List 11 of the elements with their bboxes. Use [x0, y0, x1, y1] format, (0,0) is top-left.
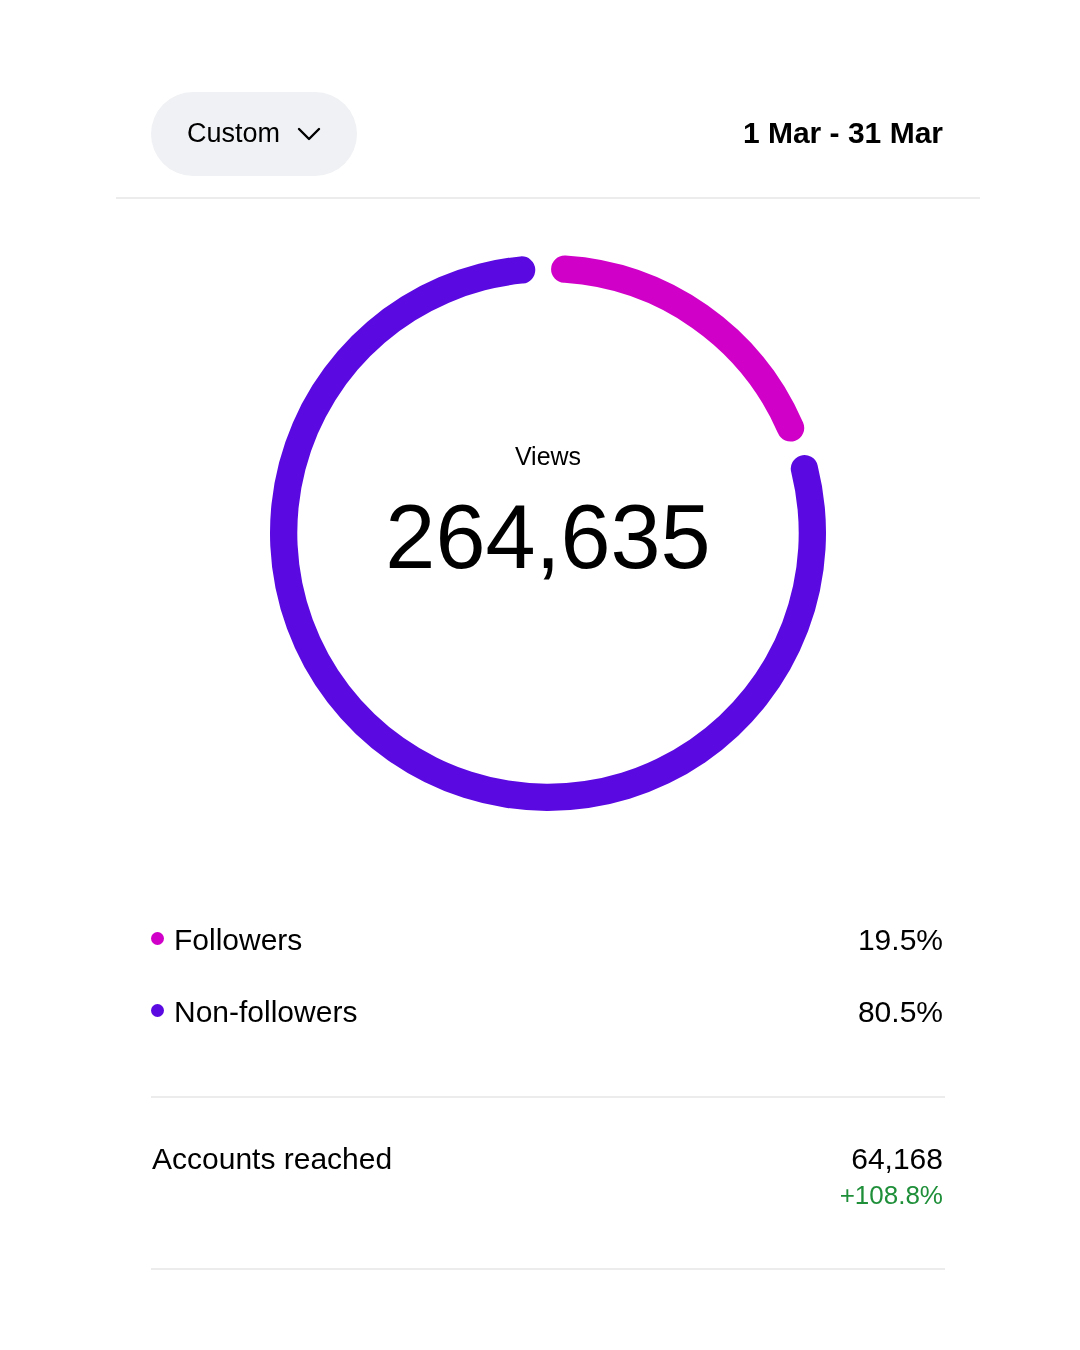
data-label: 80.5%: [857, 995, 943, 1029]
text: 264,635: [384, 486, 712, 589]
text: 1 Mar - 31 Mar: [742, 116, 943, 150]
legend-label: Followers: [174, 923, 303, 957]
text: Custom: [187, 118, 281, 149]
data-label: 19.5%: [857, 923, 943, 957]
legend-label: Non-followers: [174, 995, 358, 1029]
text: +108.8%: [839, 1180, 943, 1211]
text: Accounts reached: [152, 1142, 393, 1176]
text: 64,168: [851, 1142, 943, 1176]
text: Views: [513, 442, 583, 471]
